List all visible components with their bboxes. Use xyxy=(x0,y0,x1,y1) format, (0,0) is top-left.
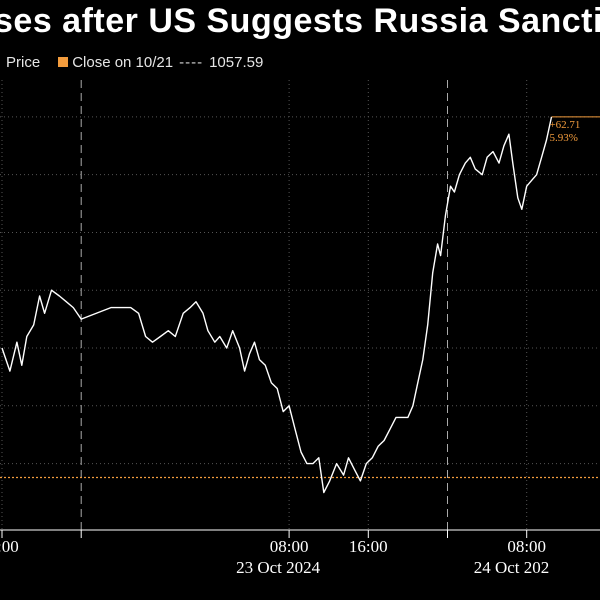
gridlines xyxy=(0,80,600,530)
legend-close-value: 1057.59 xyxy=(209,54,264,71)
x-tick-label: :00 xyxy=(0,537,19,556)
legend-price-label: Price xyxy=(6,54,41,71)
legend-close-dash: ---- xyxy=(179,54,204,71)
change-pct-label: 5.93% xyxy=(549,132,577,144)
chart-title: ses after US Suggests Russia Sanctio xyxy=(0,2,600,40)
x-tick-labels: :00 08:00 16:00 08:00 23 Oct 2024 24 Oct 202 xyxy=(0,537,549,577)
x-tick-label: 16:00 xyxy=(349,537,388,556)
legend: Price Close on 10/21 ---- 1057.59 xyxy=(6,54,263,71)
x-tick-label: 08:00 xyxy=(270,537,309,556)
series-price-line xyxy=(1,116,553,494)
x-date-label: 23 Oct 2024 xyxy=(236,558,321,577)
day-separators xyxy=(80,80,448,530)
x-tick-marks xyxy=(1,530,528,538)
x-tick-label: 08:00 xyxy=(507,537,546,556)
x-date-label: 24 Oct 202 xyxy=(474,558,550,577)
legend-close-label: Close on 10/21 xyxy=(72,54,174,71)
legend-close-swatch xyxy=(58,57,69,67)
change-label: +62.71 xyxy=(549,119,580,131)
